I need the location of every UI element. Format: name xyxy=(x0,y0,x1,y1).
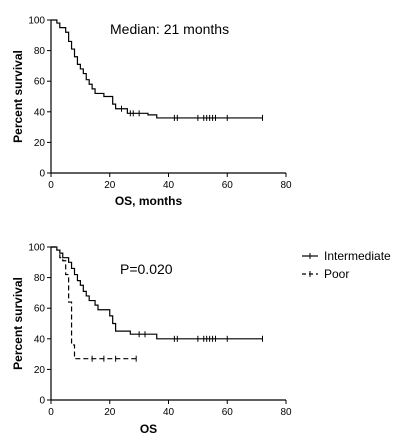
x-tick-label: 60 xyxy=(222,180,234,191)
legend-label-intermediate: Intermediate xyxy=(324,249,391,263)
annotation: P=0.020 xyxy=(120,261,173,277)
panel-top: 0 20 40 60 80 100 0 20 40 60 80 Percent survival OS,… xyxy=(11,16,292,209)
y-tick-label: 40 xyxy=(34,107,46,118)
y-tick-label: 60 xyxy=(34,304,46,315)
y-tick-label: 0 xyxy=(39,396,45,407)
y-tick-label: 20 xyxy=(34,365,46,376)
y-tick-label: 20 xyxy=(34,138,46,149)
y-tick-label: 100 xyxy=(28,16,45,27)
x-tick-label: 80 xyxy=(280,180,292,191)
survival-curve-intermediate xyxy=(51,246,263,340)
annotation: Median: 21 months xyxy=(110,21,229,37)
y-axis-label: Percent survival xyxy=(11,277,25,370)
panel-bottom: 0 20 40 60 80 100 0 20 40 60 80 Percent survival OS P… xyxy=(11,243,391,437)
y-tick-label: 80 xyxy=(34,46,46,57)
x-axis-label: OS, months xyxy=(115,194,183,208)
survival-curve-poor xyxy=(51,246,137,360)
y-tick-label: 0 xyxy=(39,169,45,180)
x-tick-label: 0 xyxy=(48,407,54,418)
y-tick-label: 100 xyxy=(28,243,45,254)
x-tick-label: 0 xyxy=(48,180,54,191)
x-tick-label: 40 xyxy=(163,180,175,191)
y-axis-label: Percent survival xyxy=(11,50,25,143)
x-tick-label: 20 xyxy=(104,407,116,418)
legend-label-poor: Poor xyxy=(324,267,349,281)
x-tick-label: 60 xyxy=(222,407,234,418)
y-tick-label: 60 xyxy=(34,77,46,88)
x-axis-label: OS xyxy=(140,422,157,436)
y-tick-label: 80 xyxy=(34,273,46,284)
y-tick-label: 40 xyxy=(34,334,46,345)
x-tick-label: 20 xyxy=(104,180,116,191)
x-tick-label: 40 xyxy=(163,407,175,418)
x-tick-label: 80 xyxy=(280,407,292,418)
